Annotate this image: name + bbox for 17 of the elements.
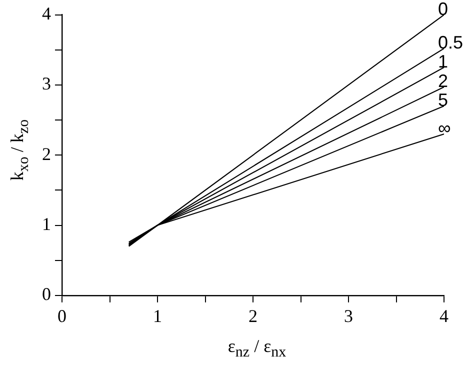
series-label: 2	[438, 71, 448, 92]
x-tick-label: 3	[344, 306, 353, 326]
y-tick-label: 1	[42, 214, 51, 234]
series-label: 5	[438, 90, 448, 110]
y-tick-label: 0	[42, 284, 51, 304]
x-tick-label: 0	[58, 306, 66, 326]
y-tick-label: 4	[42, 4, 51, 24]
y-tick-label: 2	[42, 144, 51, 164]
series-label: 0	[438, 0, 448, 19]
series-label: 1	[438, 51, 448, 72]
series-label: 0.5	[438, 32, 464, 52]
y-tick-label: 3	[42, 74, 51, 94]
x-tick-label: 2	[248, 306, 258, 326]
x-tick-label: 4	[440, 306, 448, 326]
x-axis-title: ε$_{nz}$ / ε$_{nx}$	[226, 336, 288, 362]
series-label: ∞	[438, 118, 451, 138]
x-tick-label: 1	[153, 306, 162, 326]
